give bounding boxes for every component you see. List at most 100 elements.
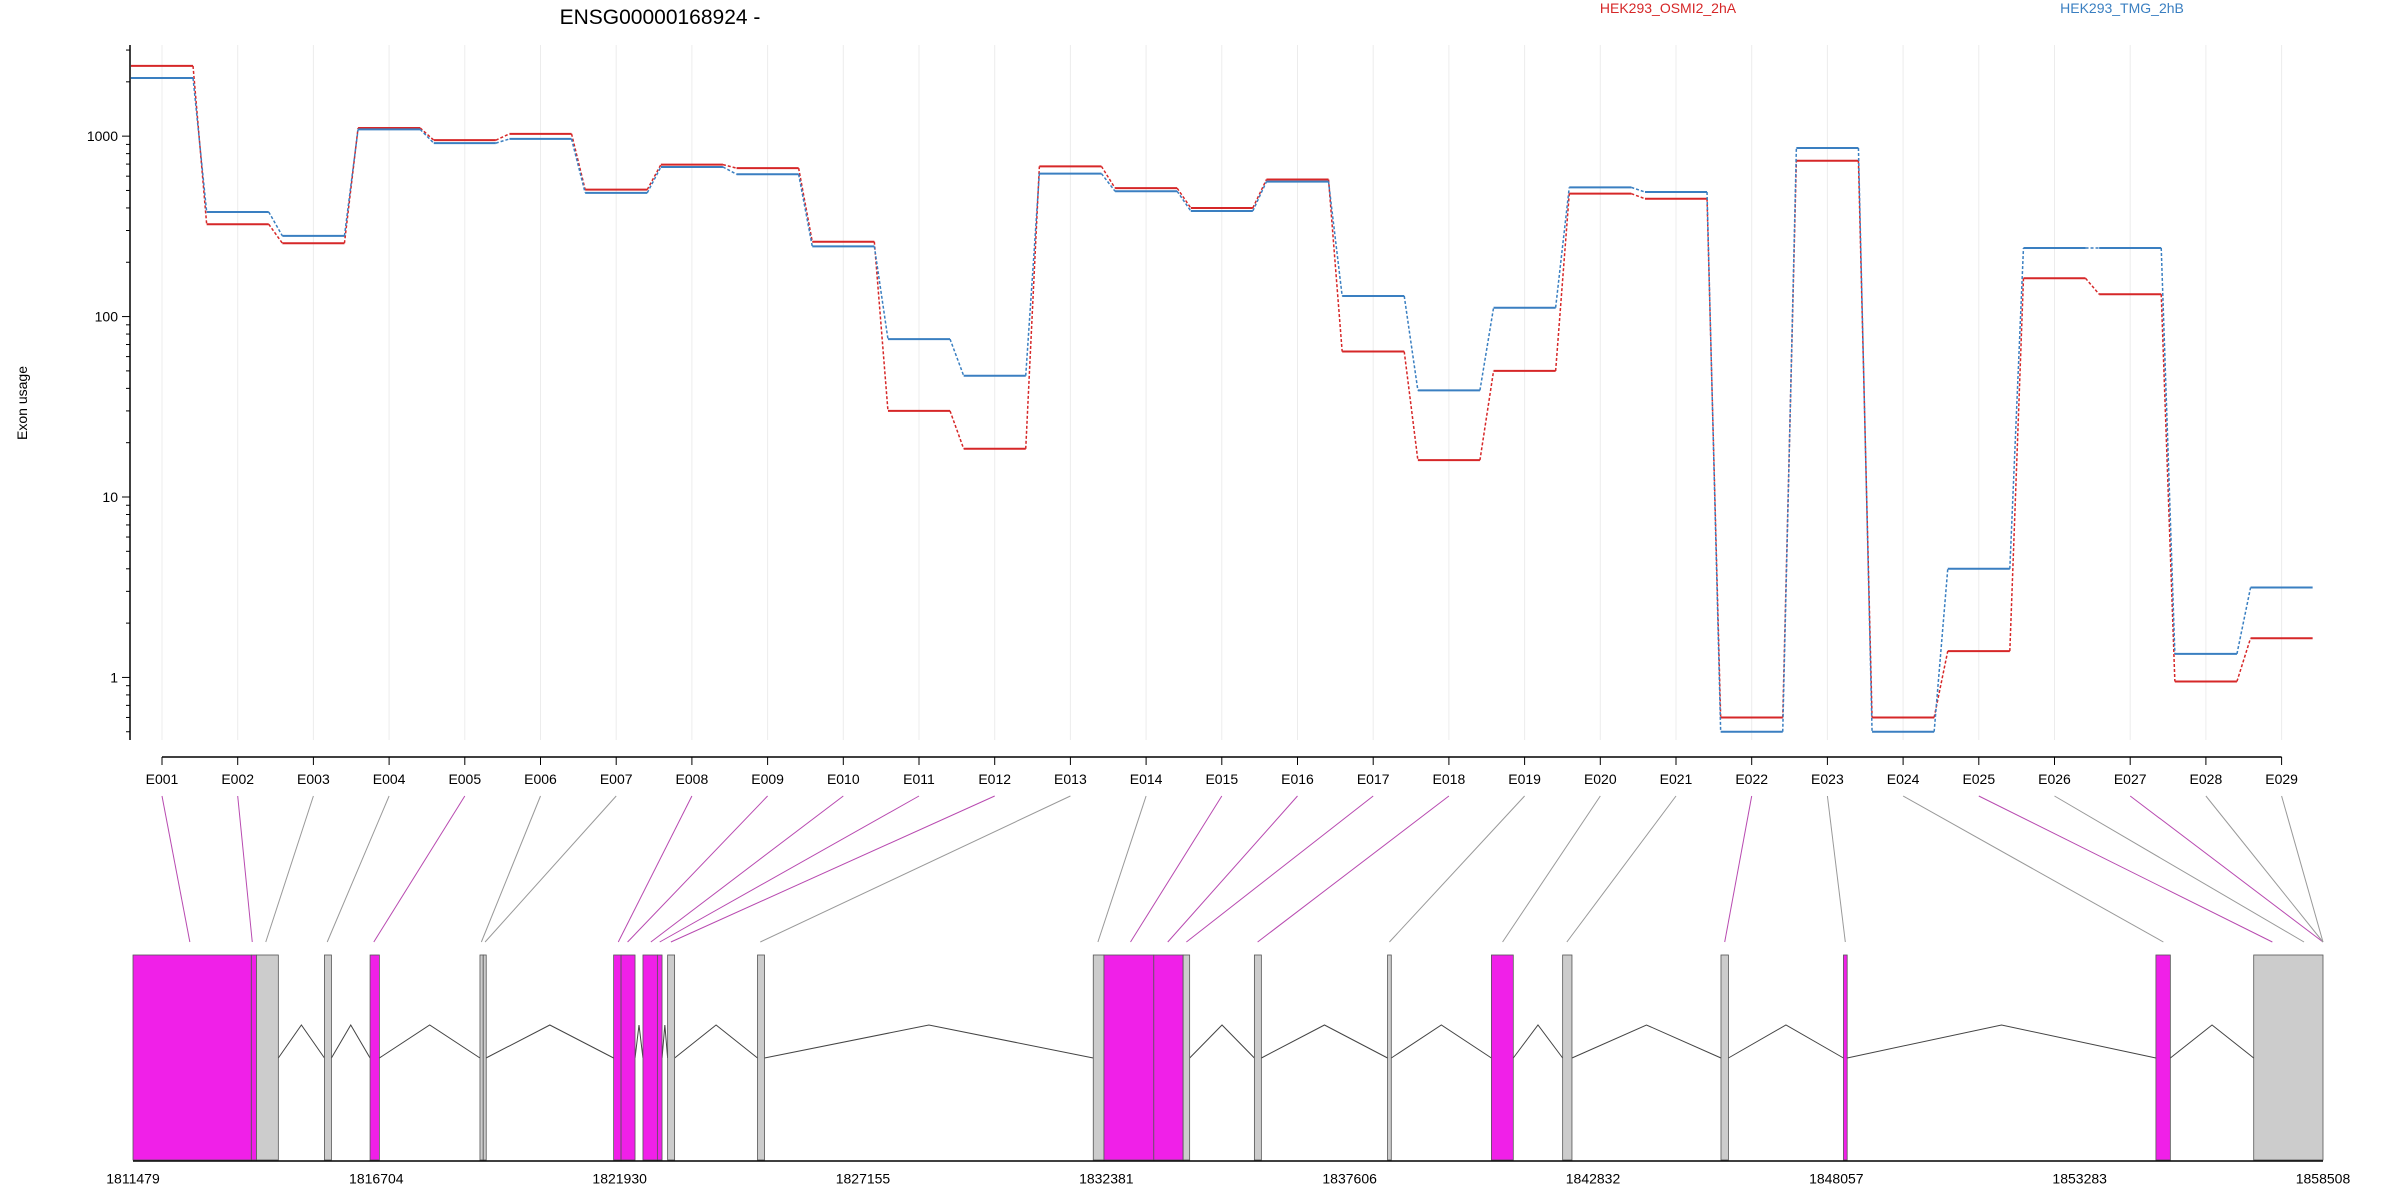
series-0-connector [1554, 193, 1571, 371]
x-tick-label-e023: E023 [1811, 771, 1844, 787]
exon-connector-e022 [1724, 795, 1753, 943]
x-tick-label-e025: E025 [1962, 771, 1995, 787]
exon-connector-e028 [2205, 795, 2324, 943]
exon-connector-e008 [617, 795, 693, 943]
series-1-connector [646, 166, 662, 194]
exon-connector-e023 [1826, 795, 1846, 943]
intron-line [1189, 1024, 1255, 1059]
series-1-connector [797, 174, 813, 247]
series-0-connector [343, 127, 359, 244]
vertical-grid-lines [161, 45, 2283, 740]
series-1-connector [873, 246, 889, 340]
series-0-connector [1176, 187, 1192, 209]
exon-box-highlighted [1153, 954, 1184, 1161]
x-tick-label-e026: E026 [2038, 771, 2071, 787]
coord-tick-label: 1858508 [2296, 1170, 2351, 1186]
x-tick-label-e019: E019 [1508, 771, 1541, 787]
series-0-connector [1403, 351, 1419, 461]
exon-connector-lines [161, 795, 2324, 943]
exon-box-highlighted [1843, 954, 1848, 1161]
x-tick-label-e016: E016 [1281, 771, 1314, 787]
legend-entry-osmi2: HEK293_OSMI2_2hA [1600, 0, 1737, 16]
series-1-connector [1176, 190, 1192, 212]
exon-connector-e001 [161, 795, 191, 943]
intron-line [764, 1024, 1094, 1059]
exon-connector-e013 [760, 795, 1071, 943]
exon-connector-e011 [659, 795, 920, 943]
exon-connector-e018 [1257, 795, 1450, 943]
series-1-connector [192, 77, 208, 213]
series-1-connector [419, 128, 435, 144]
exon-box-highlighted [1491, 954, 1514, 1161]
series-0-connector [722, 163, 737, 169]
series-1-connector [1933, 568, 1949, 732]
genomic-coordinate-axis: 1811479 1816704 1821930 1827155 1832381 18376… [106, 1160, 2351, 1186]
exon-connector-e029 [2281, 795, 2324, 943]
x-tick-label-e010: E010 [827, 771, 860, 787]
exon-box-highlighted [369, 954, 380, 1161]
exon-connector-e024 [1902, 795, 2164, 943]
series-0-connector [570, 133, 586, 190]
series-1-connector [722, 166, 737, 175]
exon-connector-e012 [670, 795, 995, 943]
x-tick-label-e028: E028 [2190, 771, 2223, 787]
x-tick-label-e013: E013 [1054, 771, 1087, 787]
exon-box [1562, 954, 1573, 1161]
series-1-connector [2236, 587, 2252, 655]
coord-tick-label: 1848057 [1809, 1170, 1864, 1186]
series-0-connector [2236, 637, 2252, 682]
series-1-connector [570, 138, 586, 194]
series-1-connector [1554, 187, 1571, 308]
intron-line [485, 1024, 614, 1059]
intron-line [1847, 1024, 2157, 1059]
exon-box [479, 954, 484, 1161]
series-1-connector [1024, 173, 1041, 376]
series-0-connector [797, 167, 814, 242]
exon-connector-e017 [1186, 795, 1374, 943]
x-tick-label-e007: E007 [600, 771, 633, 787]
intron-line [1512, 1024, 1564, 1059]
series-1-connector [1403, 295, 1419, 391]
intron-line [1728, 1024, 1844, 1059]
exon-connector-e007 [484, 795, 617, 943]
series-0-connector [419, 127, 435, 141]
x-tick-label-e001: E001 [146, 771, 179, 787]
intron-line [1391, 1024, 1492, 1059]
exon-connector-e006 [480, 795, 541, 943]
x-tick-label-e004: E004 [373, 771, 406, 787]
exon-box-highlighted [1103, 954, 1155, 1161]
series-1-connector [949, 338, 965, 376]
x-tick-label-e014: E014 [1130, 771, 1163, 787]
x-axis: E001 E002 E003 E004 E005 E006 E007 E008 E009 E010… [146, 756, 2298, 787]
series-0-connector [1631, 192, 1646, 200]
x-tick-label-e027: E027 [2114, 771, 2147, 787]
exon-box-highlighted [620, 954, 636, 1161]
intron-line [634, 1024, 644, 1059]
exon-connector-e009 [627, 795, 768, 943]
series-0-connector [1479, 370, 1495, 461]
series-0-connector [2160, 294, 2176, 682]
exon-box-highlighted [132, 954, 252, 1161]
x-tick-label-e002: E002 [221, 771, 254, 787]
x-tick-label-e022: E022 [1735, 771, 1768, 787]
y-tick-label: 100 [95, 309, 119, 325]
series-1-connector [1100, 173, 1116, 192]
exon-connector-e015 [1130, 795, 1223, 943]
intron-line [661, 1024, 669, 1059]
intron-line [1571, 1024, 1722, 1059]
exon-connector-e010 [650, 795, 844, 943]
x-tick-label-e017: E017 [1357, 771, 1390, 787]
series-0-connector [1327, 179, 1343, 352]
chart-title: ENSG00000168924 - [560, 6, 761, 29]
exon-box [1253, 954, 1262, 1161]
coord-tick-label: 1853283 [2052, 1170, 2107, 1186]
series-0-connector [2084, 277, 2100, 295]
x-tick-label-e029: E029 [2265, 771, 2298, 787]
intron-line [330, 1024, 371, 1059]
series-1-connector [1252, 181, 1268, 212]
x-tick-label-e008: E008 [676, 771, 709, 787]
coord-tick-label: 1821930 [592, 1170, 647, 1186]
exon-box [1387, 954, 1392, 1161]
x-tick-label-e024: E024 [1887, 771, 1920, 787]
